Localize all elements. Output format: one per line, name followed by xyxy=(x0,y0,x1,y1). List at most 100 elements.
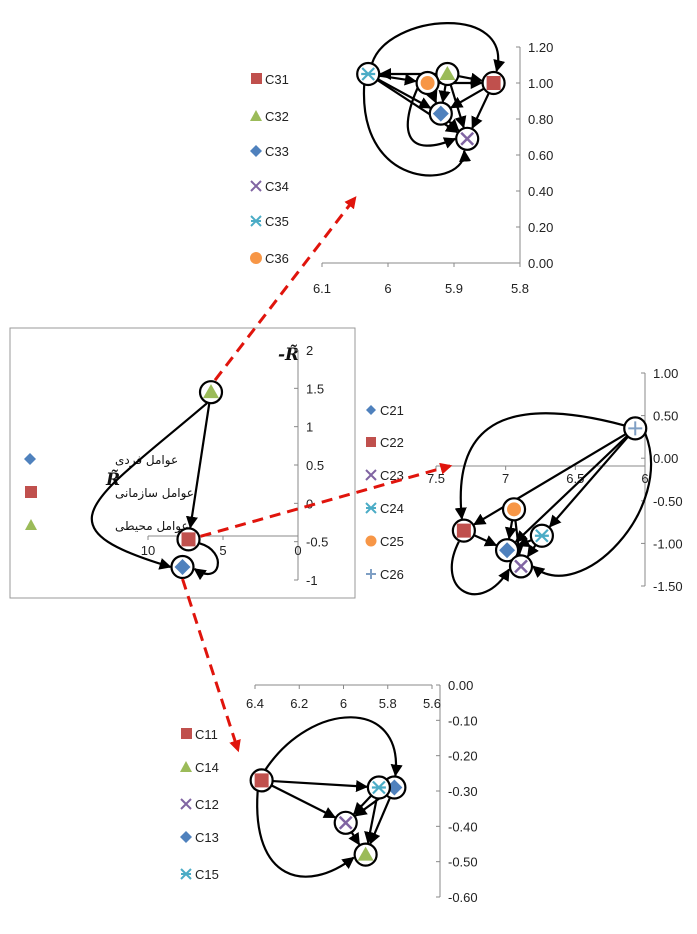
edge-env-to-indiv xyxy=(90,402,208,570)
edge-C12-C14 xyxy=(348,831,361,846)
y-tick-label: 0.50 xyxy=(653,409,678,424)
C1-node-triangle-marker xyxy=(357,846,374,861)
legend-label-environmental: عوامل محیطی xyxy=(115,519,189,534)
edge-C26-C22-arc xyxy=(454,412,625,520)
axes-C3: 1.20 1.00 0.80 0.60 0.40 0.20 0.00 6.1 6 5.9 5.8 xyxy=(313,40,553,296)
y-tick-label: 0.00 xyxy=(653,451,678,466)
C2-node-circle-marker xyxy=(507,502,522,517)
y-tick-label: -0.5 xyxy=(306,535,328,550)
edge-C35-C31-arc xyxy=(371,22,506,73)
legend-label-C11: C11 xyxy=(195,727,218,742)
legend-C2: C21 C22 C23 C24 C25 C26 xyxy=(365,403,404,582)
y-tick-label: 2 xyxy=(306,343,313,358)
x-tick-label: 6 xyxy=(384,281,391,296)
C3-node-x-marker xyxy=(460,131,475,146)
legend-diamond-icon xyxy=(366,405,376,415)
y-tick-label: 0.00 xyxy=(528,256,553,271)
edge-C36-C33 xyxy=(426,90,438,104)
edge-C26-C22 xyxy=(473,433,627,526)
edge-C11-C14-arc xyxy=(256,791,355,878)
x-tick-label: 5.8 xyxy=(511,281,529,296)
legend-label-C21: C21 xyxy=(380,403,404,418)
legend-square-icon xyxy=(366,437,376,447)
y-tick-label: 1.5 xyxy=(306,381,324,396)
y-tick-label: 1.20 xyxy=(528,40,553,55)
legend-label-C33: C33 xyxy=(265,144,289,159)
edge-C33-C34 xyxy=(446,118,460,132)
edge-C26-C21 xyxy=(514,435,629,543)
x-tick-label: 5 xyxy=(219,543,226,558)
y-tick-label: -0.50 xyxy=(653,494,683,509)
legend-label-C15: C15 xyxy=(195,867,219,882)
main-node-diamond-marker xyxy=(174,558,191,575)
main-node-triangle-marker xyxy=(203,384,219,399)
legend-label-C36: C36 xyxy=(265,251,289,266)
y-tick-label: 0.00 xyxy=(448,678,473,693)
C1-node-diamond-marker xyxy=(386,779,403,796)
zoom-arrow-to-C2 xyxy=(200,462,453,538)
edge-C24-C21 xyxy=(517,535,533,548)
legend-label-C34: C34 xyxy=(265,179,289,194)
legend-label-C22: C22 xyxy=(380,435,404,450)
edge-C32-C33 xyxy=(438,84,451,103)
y-tick-label: 1.00 xyxy=(653,366,678,381)
y-tick-label: 0.5 xyxy=(306,458,324,473)
axes-main: 2 1.5 1 0.5 0 -0.5 -1 10 5 0 xyxy=(141,343,329,588)
C3-node-triangle-marker xyxy=(439,66,456,80)
edge-C35-C34-arc xyxy=(363,84,472,177)
x-tick-label: 5.8 xyxy=(379,696,397,711)
C1-nodes xyxy=(249,768,407,867)
edge-C25-C21 xyxy=(504,519,517,540)
main-nodes xyxy=(170,380,224,580)
edge-C11-C13-arc xyxy=(264,716,403,777)
x-tick-label: 0 xyxy=(294,543,301,558)
edge-C35-C33 xyxy=(377,78,432,109)
C2-node-x-marker xyxy=(514,559,528,574)
x-tick-label: 5.9 xyxy=(445,281,463,296)
edge-C22-C23-arc xyxy=(450,541,510,596)
legend-label-C31: C31 xyxy=(265,72,289,87)
y-tick-label: -0.30 xyxy=(448,784,478,799)
legend-label-C25: C25 xyxy=(380,534,404,549)
legend-square-icon xyxy=(251,73,262,84)
legend-label-C26: C26 xyxy=(380,567,404,582)
legend-triangle-icon xyxy=(25,519,37,530)
x-tick-label: 6 xyxy=(340,696,347,711)
x-tick-label: 6.1 xyxy=(313,281,331,296)
x-tick-label: 6 xyxy=(641,471,648,486)
edge-C32-C31 xyxy=(457,72,484,85)
C2-node-diamond-marker xyxy=(499,542,516,559)
C2-node-square-marker xyxy=(456,523,471,538)
axes-C2: 1.000.500.00-0.50-1.00-1.507.5 7 6.5 6 xyxy=(427,366,683,594)
edge-C36-C34-arc xyxy=(406,87,457,149)
legend-triangle-icon xyxy=(180,761,192,772)
zoom-arrows xyxy=(181,196,453,753)
legend-diamond-icon xyxy=(250,145,262,157)
legend-x-icon xyxy=(250,180,262,192)
edge-C24-C23 xyxy=(526,544,539,558)
y-tick-label: 0.80 xyxy=(528,112,553,127)
legend-label-C32: C32 xyxy=(265,109,289,124)
edge-org-to-indiv xyxy=(193,542,219,581)
main-edges xyxy=(90,402,219,581)
C3-nodes xyxy=(356,61,506,151)
y-tick-label: -1 xyxy=(306,573,318,588)
legend-label-C35: C35 xyxy=(265,214,289,229)
C3-node-diamond-marker xyxy=(432,105,449,122)
edge-env-to-org xyxy=(185,402,211,529)
legend-diamond-icon xyxy=(24,453,36,465)
C1-node-asterisk-marker xyxy=(371,780,386,795)
x-tick-label: 7 xyxy=(502,471,509,486)
x-tick-label: 7.5 xyxy=(427,471,445,486)
legend-asterisk-icon xyxy=(250,215,262,227)
C3-node-square-marker xyxy=(486,76,501,90)
zoom-arrow-to-C3 xyxy=(213,196,357,382)
legend-label-C14: C14 xyxy=(195,760,219,775)
legend-C1: C11 C14 C12 C13 C15 xyxy=(180,727,219,882)
C3-edges xyxy=(363,22,506,177)
legend-diamond-icon xyxy=(180,831,192,843)
edge-C26-C24 xyxy=(548,435,629,528)
legend-square-icon xyxy=(25,486,37,498)
legend-label-C13: C13 xyxy=(195,830,219,845)
